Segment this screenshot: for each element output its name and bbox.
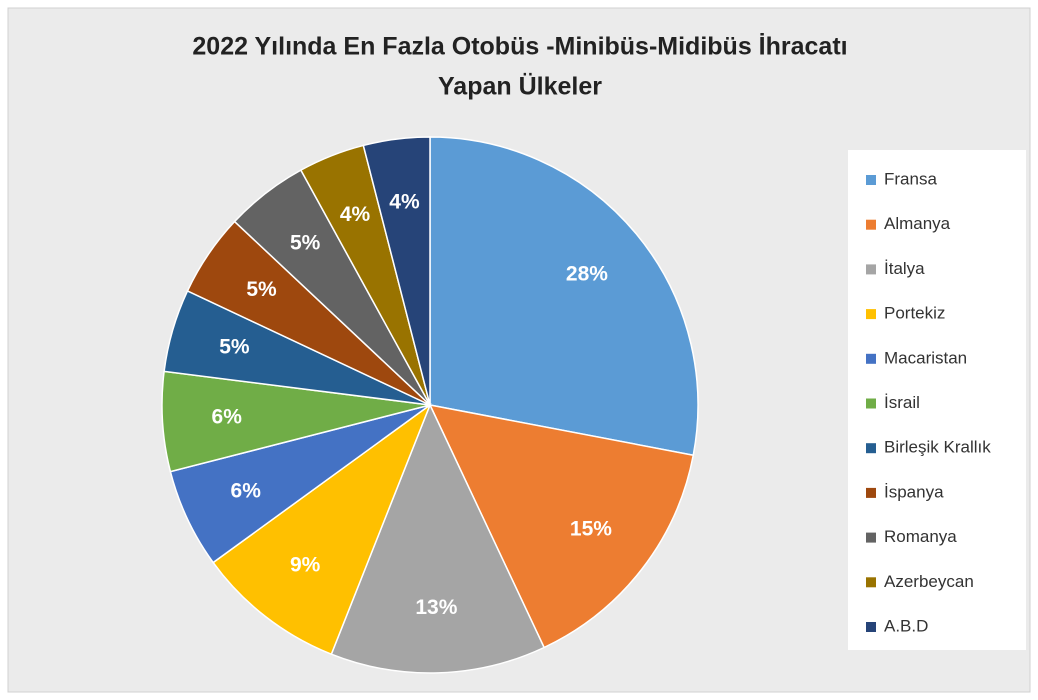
legend-swatch <box>866 353 876 364</box>
legend-swatch <box>866 309 876 320</box>
legend-label: A.B.D <box>884 616 928 635</box>
legend-label: İtalya <box>884 259 925 278</box>
data-label: 6% <box>212 405 243 428</box>
legend-swatch <box>866 443 876 454</box>
legend-swatch <box>866 487 876 498</box>
pie-slice <box>428 403 695 649</box>
legend-swatch <box>866 219 876 230</box>
pie-slice <box>212 402 432 656</box>
legend-label: Almanya <box>884 214 951 233</box>
legend-label: Birleşik Krallık <box>884 438 991 457</box>
legend-label: Romanya <box>884 527 957 546</box>
legend-swatch <box>866 175 876 185</box>
legend-swatch <box>866 398 876 409</box>
pie-slice <box>330 403 546 674</box>
data-label: 4% <box>340 203 371 226</box>
legend-label: Fransa <box>884 169 937 188</box>
data-label: 6% <box>231 479 262 502</box>
data-label: 5% <box>290 232 321 255</box>
legend-label: Portekiz <box>884 304 945 323</box>
legend-box <box>848 150 1026 650</box>
data-label: 5% <box>219 336 250 359</box>
data-label: 4% <box>389 190 420 213</box>
legend-swatch <box>866 532 876 543</box>
legend-swatch <box>866 264 876 275</box>
chart-title: 2022 Yılında En Fazla Otobüs -Minibüs-Mi… <box>192 33 847 61</box>
data-label: 28% <box>566 263 608 286</box>
legend-label: Azerbeycan <box>884 572 974 591</box>
legend-label: İspanya <box>884 482 944 501</box>
data-label: 5% <box>246 278 277 301</box>
legend-label: İsrail <box>884 393 920 412</box>
chart-title: Yapan Ülkeler <box>438 72 602 101</box>
legend-swatch <box>866 622 876 632</box>
legend-label: Macaristan <box>884 348 967 367</box>
data-label: 15% <box>570 517 612 540</box>
legend-swatch <box>866 577 876 588</box>
data-label: 9% <box>290 553 321 576</box>
pie-slice <box>429 136 699 457</box>
pie-slice <box>362 136 431 406</box>
data-label: 13% <box>415 596 457 619</box>
